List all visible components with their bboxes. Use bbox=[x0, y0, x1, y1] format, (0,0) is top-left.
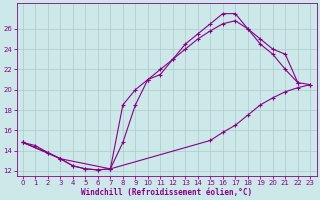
X-axis label: Windchill (Refroidissement éolien,°C): Windchill (Refroidissement éolien,°C) bbox=[81, 188, 252, 197]
